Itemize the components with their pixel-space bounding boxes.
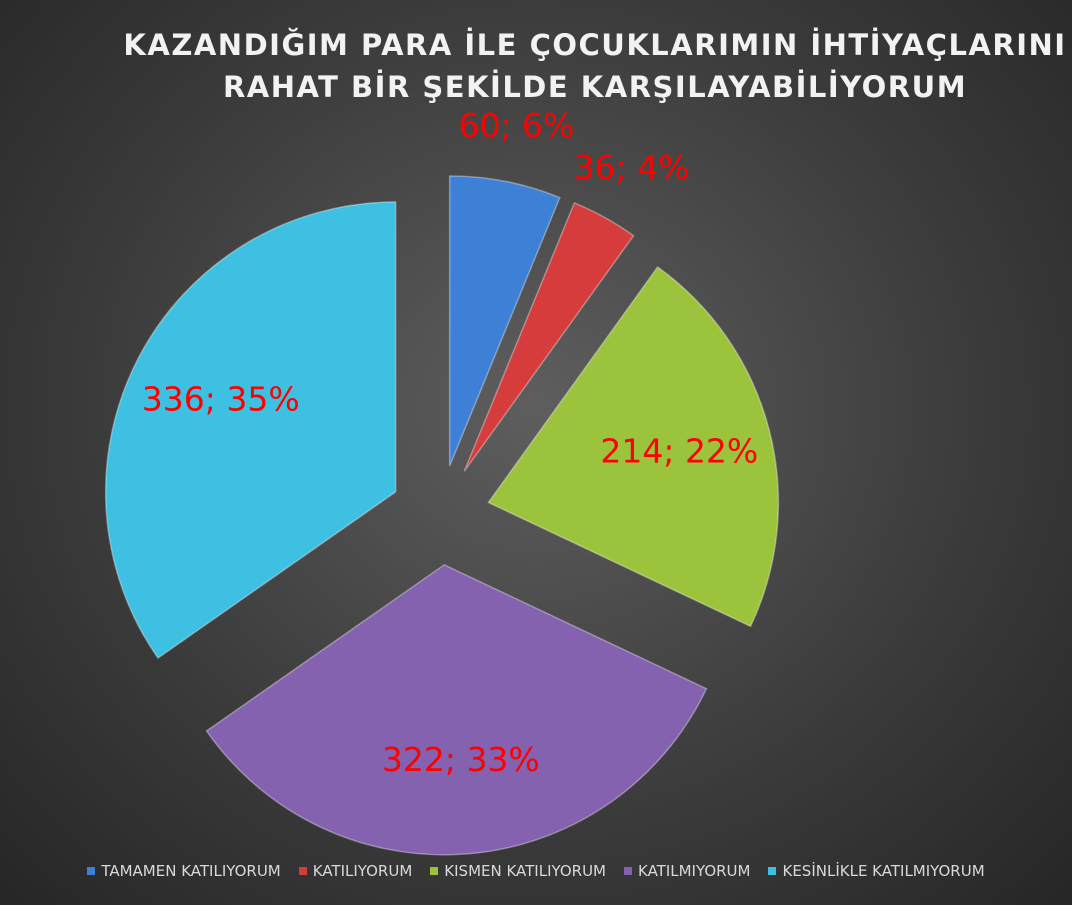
legend-label: KISMEN KATILIYORUM [444, 862, 606, 880]
legend-item: KATILMIYORUM [624, 862, 750, 880]
legend-item: TAMAMEN KATILIYORUM [87, 862, 281, 880]
legend-label: TAMAMEN KATILIYORUM [101, 862, 281, 880]
pie-slice [448, 175, 561, 467]
pie-slice [463, 202, 635, 472]
data-label: 336; 35% [142, 379, 300, 418]
pie-slice [104, 201, 397, 660]
legend-item: KATILIYORUM [298, 862, 413, 880]
legend-item: KISMEN KATILIYORUM [430, 862, 606, 880]
legend-label: KESİNLİKLE KATILMIYORUM [782, 862, 985, 880]
legend-item: KESİNLİKLE KATILMIYORUM [768, 862, 985, 880]
data-label: 36; 4% [574, 148, 690, 187]
legend-swatch [430, 867, 439, 875]
legend-swatch [87, 867, 96, 875]
chart-title: KAZANDIĞIM PARA İLE ÇOCUKLARIMIN İHTİYAÇ… [123, 28, 1067, 104]
data-label: 322; 33% [382, 740, 540, 779]
data-label: 214; 22% [600, 432, 758, 471]
legend-swatch [768, 867, 777, 875]
legend-label: KATILMIYORUM [638, 862, 751, 880]
pie-slice [205, 563, 708, 856]
legend-label: KATILIYORUM [312, 862, 413, 880]
data-label: 60; 6% [458, 106, 574, 145]
legend: TAMAMEN KATILIYORUM KATILIYORUM KISMEN KAT… [0, 862, 1072, 880]
legend-swatch [298, 867, 307, 875]
legend-swatch [624, 867, 632, 875]
pie-slice [487, 265, 780, 628]
